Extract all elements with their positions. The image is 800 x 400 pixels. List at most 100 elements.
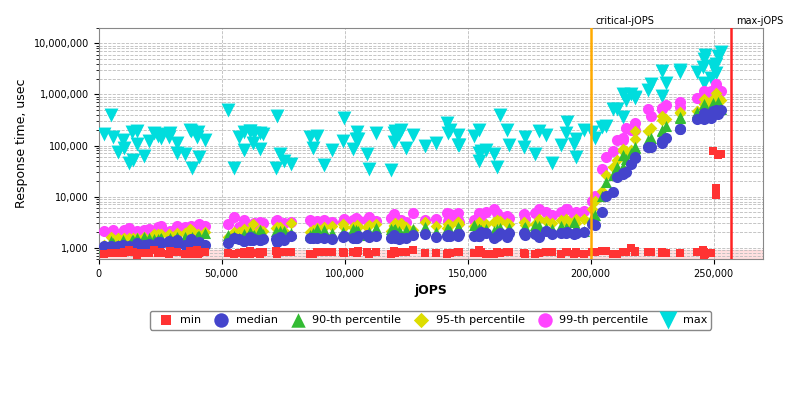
min [472,250,485,256]
median [441,233,454,240]
90-th percentile [698,101,710,107]
min [126,249,138,256]
90-th percentile [714,106,727,112]
90-th percentile [254,230,266,237]
median [118,244,130,250]
99-th percentile [351,217,364,223]
99-th percentile [540,209,553,215]
median [385,234,398,241]
min [392,248,405,255]
95-th percentile [674,110,686,116]
99-th percentile [123,224,136,231]
median [270,236,282,242]
99-th percentile [452,210,465,216]
max [619,97,632,103]
min [243,250,256,257]
99-th percentile [304,216,317,223]
max [153,131,166,137]
min [350,249,362,256]
99-th percentile [318,217,330,224]
95-th percentile [337,220,350,227]
max [232,134,245,140]
90-th percentile [441,226,454,233]
90-th percentile [178,234,191,240]
95-th percentile [247,231,260,237]
99-th percentile [387,214,400,221]
max [118,144,130,151]
95-th percentile [540,218,553,224]
median [270,239,283,246]
99-th percentile [388,210,401,217]
90-th percentile [360,232,373,238]
max [607,106,620,112]
90-th percentile [238,230,250,237]
99-th percentile [238,217,250,223]
max [656,68,669,75]
95-th percentile [171,230,184,236]
max [642,87,654,93]
median [586,221,598,227]
median [346,235,359,242]
min [595,248,608,254]
max [243,128,256,134]
95-th percentile [117,236,130,242]
99-th percentile [394,217,407,224]
99-th percentile [656,105,669,112]
99-th percentile [184,224,197,230]
min [310,249,323,255]
min [154,250,167,256]
99-th percentile [710,88,723,94]
median [698,116,710,122]
90-th percentile [540,225,553,232]
95-th percentile [346,223,359,230]
99-th percentile [153,226,166,232]
min [442,250,454,257]
min [453,248,466,255]
95-th percentile [227,229,240,235]
max [278,158,291,164]
95-th percentile [589,198,602,204]
max [616,90,629,97]
99-th percentile [554,209,567,215]
95-th percentile [285,220,298,227]
95-th percentile [385,227,398,234]
max [117,136,130,143]
min [567,250,580,257]
median [518,232,531,239]
median [690,116,703,123]
90-th percentile [147,236,160,243]
99-th percentile [154,222,167,229]
median [232,235,245,242]
min [222,250,234,256]
95-th percentile [274,224,287,231]
90-th percentile [629,144,642,151]
95-th percentile [123,235,136,242]
95-th percentile [394,219,407,226]
99-th percentile [362,214,375,220]
99-th percentile [190,223,203,229]
99-th percentile [407,210,420,216]
median [698,110,710,116]
99-th percentile [533,206,546,212]
95-th percentile [118,235,130,242]
90-th percentile [151,236,164,242]
median [389,234,402,241]
median [529,231,542,238]
90-th percentile [238,234,250,241]
max [533,128,546,134]
90-th percentile [337,229,350,236]
median [178,242,191,248]
99-th percentile [502,215,515,222]
90-th percentile [107,240,120,246]
99-th percentile [430,216,442,222]
95-th percentile [351,224,364,230]
99-th percentile [147,229,160,236]
90-th percentile [153,236,166,243]
max [126,156,139,163]
90-th percentile [400,227,413,233]
median [607,189,620,196]
90-th percentile [690,108,703,115]
max [360,150,373,157]
99-th percentile [118,226,130,233]
max [257,130,270,137]
